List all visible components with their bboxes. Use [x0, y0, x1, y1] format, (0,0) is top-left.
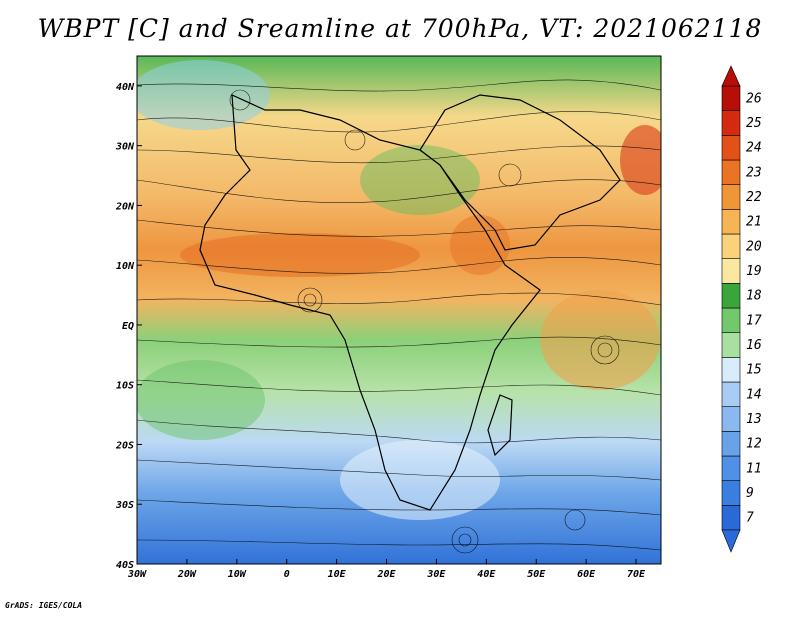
colorbar-label: 19	[746, 264, 762, 279]
colorbar-segment	[721, 431, 741, 457]
lat-tick-label: 10S	[116, 381, 134, 392]
colorbar-label: 20	[746, 239, 762, 254]
lat-tick-label: 40N	[116, 82, 135, 93]
colorbar-label: 13	[746, 412, 762, 427]
colorbar-segment	[721, 135, 741, 161]
lat-tick-label: 30S	[115, 500, 134, 511]
wbpt-green-atlantic	[137, 360, 265, 440]
colorbar-label: 9	[746, 486, 754, 501]
lon-tick-label: 20W	[177, 569, 197, 580]
colorbar-segment	[721, 283, 741, 309]
wbpt-max-sahel	[180, 233, 420, 277]
colorbar-segment	[721, 505, 741, 531]
colorbar-segment	[721, 381, 741, 407]
lon-tick-label: 10E	[328, 569, 347, 580]
colorbar-segment	[721, 307, 741, 333]
colorbar-segment	[721, 184, 741, 210]
longitude-axis: 30W 20W 10W 0 10E 20E 30E 40E 50E 60E 70E	[127, 559, 646, 580]
lon-tick-label: 60E	[577, 569, 596, 580]
colorbar-min-arrow	[721, 529, 741, 553]
lat-tick-label: 10N	[116, 261, 135, 272]
colorbar-segment	[721, 332, 741, 358]
map-panel	[136, 55, 662, 565]
colorbar-max-arrow	[721, 65, 741, 87]
colorbar: 7 9 11 12 13 14 15 16 17 18 19 20 21 22 23 24 25 26	[721, 65, 762, 553]
colorbar-label: 18	[746, 289, 762, 304]
colorbar-label: 15	[746, 363, 762, 378]
colorbar-label: 12	[746, 437, 762, 452]
lat-tick-label: EQ	[122, 321, 134, 332]
colorbar-segment	[721, 357, 741, 383]
colorbar-label: 16	[746, 338, 762, 353]
colorbar-segment	[721, 110, 741, 136]
colorbar-segment	[721, 455, 741, 481]
colorbar-label: 14	[746, 387, 762, 402]
lon-tick-label: 30W	[127, 569, 147, 580]
colorbar-segment	[721, 159, 741, 185]
chart-title: WBPT [C] and Sreamline at 700hPa, VT: 20…	[37, 14, 763, 43]
lat-tick-label: 20N	[115, 201, 135, 212]
grads-credit: GrADS: IGES/COLA	[5, 601, 83, 610]
colorbar-segment	[721, 209, 741, 235]
lon-tick-label: 40E	[477, 569, 496, 580]
colorbar-label: 24	[746, 141, 762, 156]
lat-tick-label: 30N	[115, 142, 135, 153]
lat-tick-label: 40S	[116, 560, 134, 571]
streamlines	[137, 79, 661, 554]
colorbar-label: 25	[746, 116, 762, 131]
wbpt-max-arabia	[620, 125, 661, 195]
colorbar-segment	[721, 258, 741, 284]
lon-tick-label: 20E	[376, 569, 396, 580]
lon-tick-label: 30E	[426, 569, 446, 580]
latitude-axis: 40N 30N 20N 10N EQ 10S 20S 30S 40S	[115, 82, 142, 571]
colorbar-label: 21	[746, 215, 762, 230]
map-frame	[136, 55, 662, 565]
colorbar-label: 26	[746, 91, 762, 106]
colorbar-segment	[721, 85, 741, 111]
coastlines	[199, 94, 621, 511]
lon-tick-label: 50E	[527, 569, 546, 580]
colorbar-segment	[721, 233, 741, 259]
colorbar-segment	[721, 480, 741, 506]
wbpt-cool-south	[340, 440, 500, 520]
wbpt-cool-north	[137, 60, 270, 130]
colorbar-label: 11	[746, 461, 762, 476]
colorbar-label: 7	[746, 511, 754, 526]
colorbar-label: 17	[746, 313, 762, 328]
lon-tick-label: 70E	[627, 569, 646, 580]
lat-tick-label: 20S	[115, 440, 134, 451]
lon-tick-label: 0	[284, 569, 290, 580]
wbpt-warm-east	[540, 290, 660, 390]
colorbar-segment	[721, 406, 741, 432]
lon-tick-label: 10W	[228, 569, 247, 580]
colorbar-label: 23	[746, 165, 762, 180]
colorbar-label: 22	[746, 190, 762, 205]
wbpt-green-sahara	[360, 145, 480, 215]
